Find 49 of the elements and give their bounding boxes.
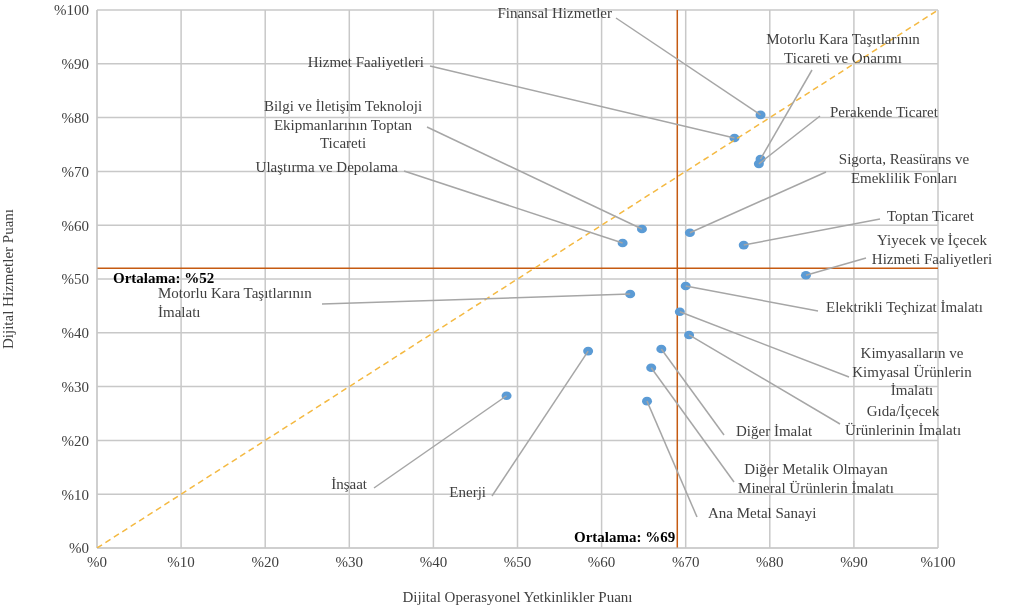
annotation: Bilgi ve İletişim Teknoloji Ekipmanlarının Toptan Ticareti xyxy=(263,98,423,151)
x-tick-label: %40 xyxy=(419,553,448,570)
annotation: Toptan Ticaret xyxy=(887,208,975,224)
point xyxy=(684,330,695,340)
y-tick-label: %10 xyxy=(61,486,89,503)
annotation: Finansal Hizmetler xyxy=(497,5,612,21)
annotation: Enerji xyxy=(449,484,486,500)
x-axis-title: Dijital Operasyonel Yetkinlikler Puanı xyxy=(402,589,633,605)
annotation: Diğer İmalat xyxy=(736,423,814,439)
annotation: Yiyecek ve İçecek Hizmeti Faaliyetleri xyxy=(871,232,993,267)
y-tick-label: %60 xyxy=(61,217,89,234)
x-tick-label: %60 xyxy=(587,553,616,570)
annotation: Sigorta, Reasürans ve Emeklilik Fonları xyxy=(838,151,970,186)
point xyxy=(684,228,695,238)
x-tick-label: %90 xyxy=(840,553,868,570)
y-tick-label: %90 xyxy=(61,56,89,73)
annotation: Diğer Metalik Olmayan Mineral Ürünlerin İmalatı xyxy=(738,461,894,496)
x-tick-label: %80 xyxy=(756,553,784,570)
x-tick-label: %10 xyxy=(167,553,195,570)
x-tick-label: %100 xyxy=(920,553,956,570)
y-tick-label: %80 xyxy=(61,109,89,126)
y-tick-label: %30 xyxy=(61,378,89,395)
y-tick-label: %50 xyxy=(61,271,89,288)
y-tick-label: %20 xyxy=(61,432,89,449)
x-tick-label: %0 xyxy=(87,553,107,570)
annotation: İnşaat xyxy=(331,476,368,492)
annotation: Motorlu Kara Taşıtlarının İmalatı xyxy=(158,285,313,320)
annotation: Ana Metal Sanayi xyxy=(708,505,817,521)
annotation: Hizmet Faaliyetleri xyxy=(307,54,424,70)
annotation: Kimyasalların ve Kimyasal Ürünlerin İmalatı xyxy=(852,345,973,398)
y-tick-label: %70 xyxy=(61,163,89,180)
y-tick-label: %100 xyxy=(54,2,89,19)
x-tick-label: %70 xyxy=(671,553,700,570)
point xyxy=(646,363,657,373)
x-tick-label: %30 xyxy=(335,553,364,570)
y-axis-title: Dijital Hizmetler Puanı xyxy=(0,209,17,349)
y-tick-label: %0 xyxy=(69,540,89,557)
y-tick-label: %40 xyxy=(61,325,89,342)
annotation: Gıda/İçecek Ürünlerinin İmalatı xyxy=(844,403,962,438)
point xyxy=(583,346,594,356)
annotation: Elektrikli Teçhizat İmalatı xyxy=(826,299,983,315)
annotation: Perakende Ticaret xyxy=(830,104,939,120)
x-tick-label: %20 xyxy=(251,553,279,570)
x-tick-label: %50 xyxy=(503,553,532,570)
annotation: Ulaştırma ve Depolama xyxy=(255,159,399,175)
annotation: Motorlu Kara Taşıtlarının Ticareti ve Onarımı xyxy=(766,31,921,66)
ref-line-label: Ortalama: %69 xyxy=(574,529,676,545)
ref-line-label: Ortalama: %52 xyxy=(113,269,215,286)
point xyxy=(501,391,512,401)
